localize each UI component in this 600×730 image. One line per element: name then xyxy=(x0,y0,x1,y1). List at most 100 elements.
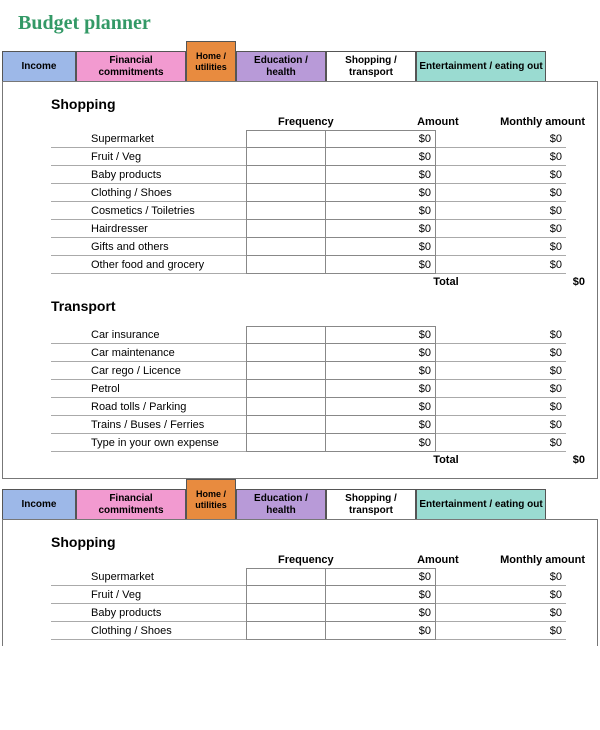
table-row: Petrol $0 $0 xyxy=(11,380,589,398)
frequency-input[interactable] xyxy=(246,586,326,604)
monthly-value: $0 xyxy=(436,238,566,256)
tab-financial-commitments[interactable]: Financial commitments xyxy=(76,489,186,519)
frequency-input[interactable] xyxy=(246,184,326,202)
frequency-input[interactable] xyxy=(246,326,326,344)
frequency-input[interactable] xyxy=(246,148,326,166)
monthly-value: $0 xyxy=(436,184,566,202)
amount-input[interactable]: $0 xyxy=(326,604,436,622)
frequency-input[interactable] xyxy=(246,256,326,274)
frequency-input[interactable] xyxy=(246,380,326,398)
table-row: Fruit / Veg $0 $0 xyxy=(11,148,589,166)
transport-rows: Car insurance $0 $0 Car maintenance $0 $… xyxy=(11,326,589,452)
row-label: Road tolls / Parking xyxy=(51,398,246,416)
row-label: Car insurance xyxy=(51,326,246,344)
monthly-value: $0 xyxy=(436,416,566,434)
frequency-input[interactable] xyxy=(246,568,326,586)
tab-entertainment-eating[interactable]: Entertainment / eating out xyxy=(416,51,546,81)
amount-input[interactable]: $0 xyxy=(326,256,436,274)
row-label: Trains / Buses / Ferries xyxy=(51,416,246,434)
table-row: Cosmetics / Toiletries $0 $0 xyxy=(11,202,589,220)
shopping-rows: Supermarket $0 $0 Fruit / Veg $0 $0 Baby… xyxy=(11,130,589,274)
table-row: Clothing / Shoes $0 $0 xyxy=(11,622,589,640)
amount-input[interactable]: $0 xyxy=(326,326,436,344)
table-row: Clothing / Shoes $0 $0 xyxy=(11,184,589,202)
row-label: Baby products xyxy=(51,604,246,622)
frequency-input[interactable] xyxy=(246,220,326,238)
section-title-transport: Transport xyxy=(11,294,589,316)
tab-home-utilities[interactable]: Home / utilities xyxy=(186,41,236,81)
tab-income[interactable]: Income xyxy=(2,51,76,81)
column-headers: Frequency Amount Monthly amount xyxy=(11,114,589,130)
monthly-value: $0 xyxy=(436,256,566,274)
row-label: Fruit / Veg xyxy=(51,148,246,166)
amount-input[interactable]: $0 xyxy=(326,362,436,380)
frequency-input[interactable] xyxy=(246,238,326,256)
row-label: Supermarket xyxy=(51,130,246,148)
amount-input[interactable]: $0 xyxy=(326,568,436,586)
shopping-total-row: Total $0 xyxy=(11,274,589,294)
transport-total-value: $0 xyxy=(463,454,589,466)
tab-bar-bottom: Income Financial commitments Home / util… xyxy=(2,479,598,520)
header-amount: Amount xyxy=(356,554,463,566)
tab-home-utilities[interactable]: Home / utilities xyxy=(186,479,236,519)
tab-financial-commitments[interactable]: Financial commitments xyxy=(76,51,186,81)
amount-input[interactable]: $0 xyxy=(326,148,436,166)
tab-entertainment-eating[interactable]: Entertainment / eating out xyxy=(416,489,546,519)
row-label: Hairdresser xyxy=(51,220,246,238)
table-row: Supermarket $0 $0 xyxy=(11,130,589,148)
amount-input[interactable]: $0 xyxy=(326,622,436,640)
frequency-input[interactable] xyxy=(246,202,326,220)
amount-input[interactable]: $0 xyxy=(326,344,436,362)
amount-input[interactable]: $0 xyxy=(326,166,436,184)
amount-input[interactable]: $0 xyxy=(326,398,436,416)
header-monthly: Monthly amount xyxy=(463,116,589,128)
header-frequency: Frequency xyxy=(278,116,356,128)
tab-shopping-transport[interactable]: Shopping / transport xyxy=(326,489,416,519)
amount-input[interactable]: $0 xyxy=(326,434,436,452)
content-frame-top: Shopping Frequency Amount Monthly amount… xyxy=(2,82,598,479)
row-label: Petrol xyxy=(51,380,246,398)
total-label: Total xyxy=(356,276,463,288)
frequency-input[interactable] xyxy=(246,362,326,380)
monthly-value: $0 xyxy=(436,202,566,220)
frequency-input[interactable] xyxy=(246,416,326,434)
amount-input[interactable]: $0 xyxy=(326,416,436,434)
row-label: Clothing / Shoes xyxy=(51,184,246,202)
frequency-input[interactable] xyxy=(246,622,326,640)
frequency-input[interactable] xyxy=(246,604,326,622)
monthly-value: $0 xyxy=(436,398,566,416)
monthly-value: $0 xyxy=(436,220,566,238)
monthly-value: $0 xyxy=(436,362,566,380)
row-label: Cosmetics / Toiletries xyxy=(51,202,246,220)
row-label: Supermarket xyxy=(51,568,246,586)
tab-shopping-transport[interactable]: Shopping / transport xyxy=(326,51,416,81)
header-amount: Amount xyxy=(356,116,463,128)
frequency-input[interactable] xyxy=(246,398,326,416)
frequency-input[interactable] xyxy=(246,434,326,452)
tab-education-health[interactable]: Education / health xyxy=(236,489,326,519)
monthly-value: $0 xyxy=(436,586,566,604)
amount-input[interactable]: $0 xyxy=(326,202,436,220)
header-monthly: Monthly amount xyxy=(463,554,589,566)
header-frequency: Frequency xyxy=(278,554,356,566)
frequency-input[interactable] xyxy=(246,130,326,148)
amount-input[interactable]: $0 xyxy=(326,220,436,238)
row-label: Clothing / Shoes xyxy=(51,622,246,640)
tab-education-health[interactable]: Education / health xyxy=(236,51,326,81)
shopping-total-value: $0 xyxy=(463,276,589,288)
monthly-value: $0 xyxy=(436,344,566,362)
frequency-input[interactable] xyxy=(246,166,326,184)
table-row: Car rego / Licence $0 $0 xyxy=(11,362,589,380)
row-label: Fruit / Veg xyxy=(51,586,246,604)
monthly-value: $0 xyxy=(436,166,566,184)
amount-input[interactable]: $0 xyxy=(326,130,436,148)
amount-input[interactable]: $0 xyxy=(326,238,436,256)
amount-input[interactable]: $0 xyxy=(326,380,436,398)
table-row: Baby products $0 $0 xyxy=(11,604,589,622)
tab-income[interactable]: Income xyxy=(2,489,76,519)
table-row: Gifts and others $0 $0 xyxy=(11,238,589,256)
amount-input[interactable]: $0 xyxy=(326,184,436,202)
amount-input[interactable]: $0 xyxy=(326,586,436,604)
frequency-input[interactable] xyxy=(246,344,326,362)
table-row: Baby products $0 $0 xyxy=(11,166,589,184)
